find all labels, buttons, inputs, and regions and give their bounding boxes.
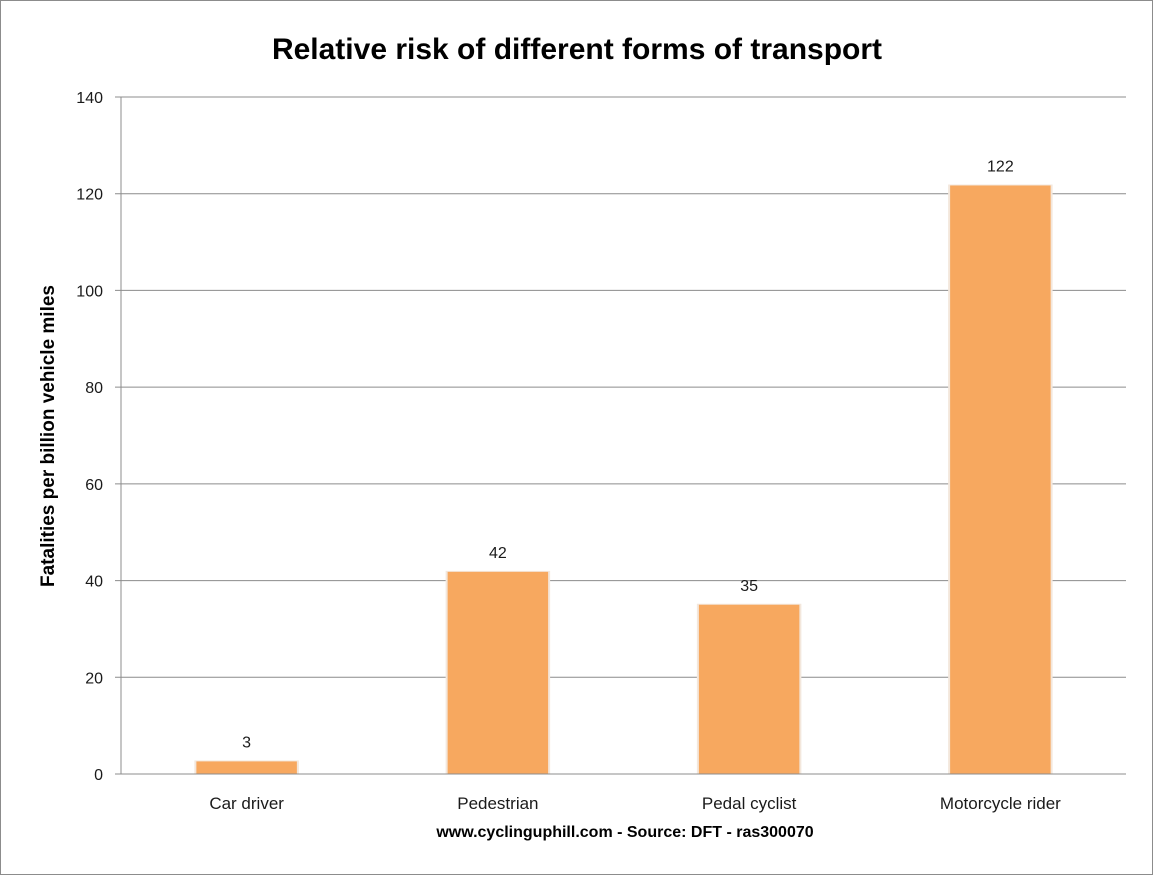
y-tick-label: 140 bbox=[76, 90, 103, 107]
data-labels: 3 42 35 122 bbox=[242, 158, 1014, 751]
x-axis-category-labels: Car driver Pedestrian Pedal cyclist Motorcy… bbox=[209, 794, 1061, 813]
chart-title: Relative risk of different forms of tran… bbox=[272, 33, 882, 66]
bars bbox=[194, 184, 1053, 774]
x-category-label: Car driver bbox=[209, 794, 284, 813]
y-tick-label: 60 bbox=[85, 477, 103, 494]
bar bbox=[447, 571, 549, 774]
bar bbox=[698, 604, 800, 774]
x-axis-title: www.cyclinguphill.com - Source: DFT - ra… bbox=[435, 824, 813, 841]
y-tick-label: 0 bbox=[94, 767, 103, 784]
bar-value-label: 42 bbox=[489, 545, 507, 562]
y-tick-label: 120 bbox=[76, 187, 103, 204]
bar bbox=[196, 761, 297, 774]
x-category-label: Pedal cyclist bbox=[702, 794, 797, 813]
y-tick-label: 100 bbox=[76, 283, 103, 300]
bar-value-label: 35 bbox=[740, 578, 758, 595]
y-tick-label: 80 bbox=[85, 380, 103, 397]
x-category-label: Pedestrian bbox=[457, 794, 538, 813]
y-axis-tick-labels: 0 20 40 60 80 100 120 140 bbox=[76, 90, 103, 784]
bar-value-label: 122 bbox=[987, 158, 1014, 175]
y-tick-label: 40 bbox=[85, 574, 103, 591]
y-tick-label: 20 bbox=[85, 670, 103, 687]
y-axis-title: Fatalities per billion vehicle miles bbox=[38, 285, 59, 587]
bar-value-label: 3 bbox=[242, 734, 251, 751]
x-category-label: Motorcycle rider bbox=[940, 794, 1061, 813]
gridlines bbox=[115, 96, 1126, 678]
bar bbox=[950, 185, 1051, 774]
